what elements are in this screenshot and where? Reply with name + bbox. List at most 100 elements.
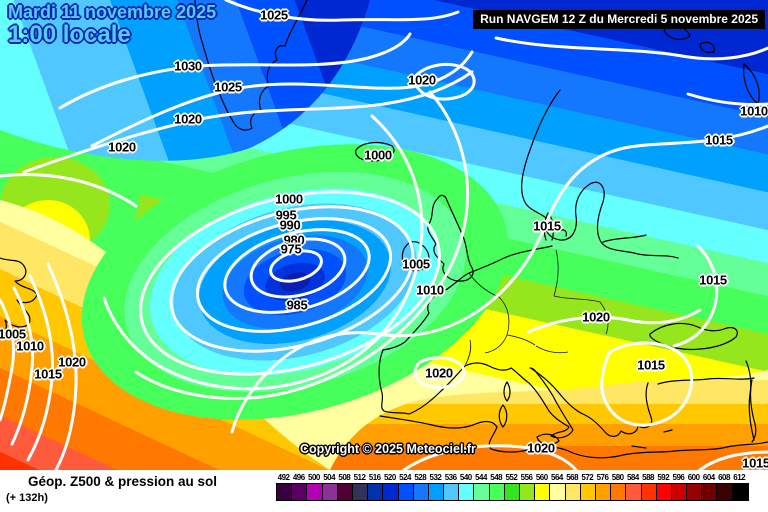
date-text: Mardi 11 novembre 2025 <box>8 2 217 22</box>
pressure-label: 1010 <box>16 338 44 354</box>
scale-colors-row <box>276 483 750 501</box>
scale-color-box <box>337 484 353 500</box>
scale-value: 560 <box>535 473 548 482</box>
scale-value: 592 <box>657 473 670 482</box>
pressure-label: 1020 <box>425 365 453 381</box>
pressure-label: 985 <box>286 297 308 313</box>
scale-value: 556 <box>520 473 533 482</box>
scale-value: 604 <box>702 473 715 482</box>
scale-value: 492 <box>277 473 290 482</box>
footer-bar: Géop. Z500 & pression au sol (+ 132h) 49… <box>0 470 768 512</box>
scale-color-box <box>413 484 429 500</box>
map-variable-title: Géop. Z500 & pression au sol <box>28 474 218 489</box>
scale-color-box <box>702 484 718 500</box>
scale-value: 524 <box>399 473 412 482</box>
pressure-label: 1000 <box>364 147 392 163</box>
pressure-label: 1015 <box>533 218 561 234</box>
scale-value: 516 <box>368 473 381 482</box>
scale-color-box <box>520 484 536 500</box>
scale-value: 576 <box>596 473 609 482</box>
pressure-label: 990 <box>279 217 301 233</box>
pressure-label: 1030 <box>174 58 202 74</box>
scale-value: 544 <box>475 473 487 482</box>
scale-value: 600 <box>687 473 700 482</box>
pressure-label: 1000 <box>275 191 303 207</box>
scale-values-row: 492 496 500 504 508 512 516 520 524 528 532 536 540 5… <box>276 473 749 482</box>
scale-value: 540 <box>459 473 472 482</box>
pressure-label: 1020 <box>527 440 555 456</box>
pressure-label: 1025 <box>214 79 242 95</box>
scale-value: 508 <box>338 473 351 482</box>
scale-value: 564 <box>551 473 563 482</box>
date-block: Mardi 11 novembre 2025 1:00 locale <box>8 3 216 47</box>
scale-color-box <box>671 484 688 500</box>
forecast-hour: (+ 132h) <box>6 492 48 504</box>
pressure-label: 1010 <box>740 103 768 119</box>
pressure-label: 1020 <box>174 111 202 127</box>
scale-value: 500 <box>308 473 320 482</box>
scale-color-box <box>368 484 384 500</box>
scale-value: 608 <box>718 473 730 482</box>
scale-color-box <box>398 484 414 500</box>
scale-color-box <box>307 484 323 500</box>
scale-color-box <box>383 484 399 500</box>
scale-color-box <box>611 484 627 500</box>
scale-value: 548 <box>490 473 503 482</box>
scale-color-box <box>428 484 445 500</box>
scale-color-box <box>687 484 703 500</box>
scale-color-box <box>489 484 505 500</box>
scale-value: 536 <box>444 473 457 482</box>
scale-color-box <box>474 484 490 500</box>
scale-value: 596 <box>672 473 685 482</box>
scale-color-box <box>580 484 596 500</box>
pressure-label: 1015 <box>699 272 727 288</box>
scale-value: 496 <box>292 473 305 482</box>
scale-value: 520 <box>383 473 396 482</box>
scale-color-box <box>717 484 733 500</box>
scale-color-box <box>550 484 566 500</box>
scale-value: 532 <box>429 473 442 482</box>
weather-map-canvas <box>0 0 768 470</box>
scale-color-box <box>322 484 338 500</box>
pressure-label: 1025 <box>260 7 288 23</box>
pressure-label: 1020 <box>108 139 136 155</box>
local-time-text: 1:00 locale <box>8 20 131 48</box>
scale-value: 580 <box>611 473 624 482</box>
scale-value: 572 <box>581 473 594 482</box>
model-run-info: Run NAVGEM 12 Z du Mercredi 5 novembre 2… <box>473 10 765 29</box>
copyright-text: Copyright © 2025 Meteociel.fr <box>300 442 476 456</box>
weather-map: 1025 1030 1025 1020 1020 1020 1010 1015 1000 1000… <box>0 0 768 470</box>
scale-color-box <box>535 484 551 500</box>
pressure-label: 1015 <box>637 357 665 373</box>
pressure-label: 1010 <box>416 282 444 298</box>
scale-color-box <box>656 484 672 500</box>
scale-color-box <box>626 484 642 500</box>
pressure-label: 1020 <box>408 72 436 88</box>
scale-color-box <box>504 484 520 500</box>
scale-color-box <box>444 484 460 500</box>
pressure-label: 980 <box>283 232 305 248</box>
pressure-label: 1015 <box>34 366 62 382</box>
pressure-label: 1005 <box>0 326 26 342</box>
scale-color-box <box>459 484 475 500</box>
scale-value: 568 <box>566 473 579 482</box>
scale-color-box <box>732 484 748 500</box>
pressure-label: 1015 <box>742 455 768 471</box>
isobar-contours <box>0 0 768 470</box>
geopotential-color-scale: 492 496 500 504 508 512 516 520 524 528 532 536 540 5… <box>276 473 750 501</box>
scale-color-box <box>277 484 293 500</box>
scale-value: 504 <box>323 473 336 482</box>
scale-color-box <box>352 484 369 500</box>
scale-value: 584 <box>626 473 639 482</box>
pressure-label: 995 <box>275 207 297 223</box>
scale-value: 512 <box>353 473 366 482</box>
scale-color-box <box>292 484 308 500</box>
pressure-label: 1005 <box>402 256 430 272</box>
scale-color-box <box>641 484 657 500</box>
pressure-label: 1020 <box>58 354 86 370</box>
scale-value: 588 <box>642 473 655 482</box>
scale-value: 612 <box>733 473 746 482</box>
geopotential-color-field <box>0 0 768 470</box>
pressure-label: 1020 <box>582 309 610 325</box>
